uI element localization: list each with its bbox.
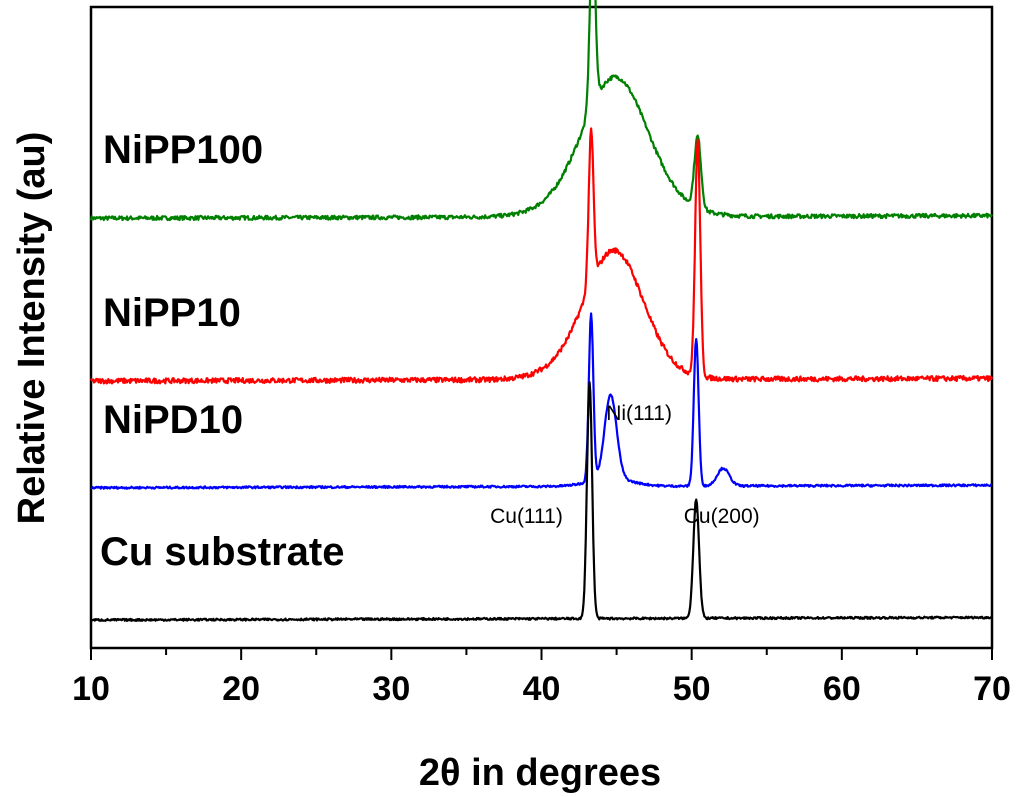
series-line-nipp10: [89, 127, 994, 385]
series-label: Cu substrate: [100, 530, 345, 574]
x-tick-label: 10: [72, 670, 110, 708]
x-axis-title: 2θ in degrees: [419, 752, 661, 794]
series-label: NiPP10: [103, 291, 241, 335]
x-tick-label: 60: [823, 670, 861, 708]
x-axis-ticks: 10 20 30 40 50 60 70: [72, 648, 1011, 708]
series-line-cu-substrate: [90, 381, 993, 622]
series-label: NiPD10: [103, 398, 243, 442]
peak-annotation: Cu(200): [684, 505, 760, 528]
peak-annotations: Ni(111) Cu(111) Cu(200): [490, 402, 760, 528]
peak-annotation: Cu(111): [490, 505, 563, 528]
series-line-nipd10: [90, 312, 993, 490]
x-tick-label: 20: [222, 670, 260, 708]
x-tick-label: 30: [372, 670, 410, 708]
x-tick-label: 50: [673, 670, 711, 708]
series-line-nipp100: [89, 0, 993, 222]
series-label: NiPP100: [103, 128, 263, 172]
series-labels: NiPP100 NiPP10 NiPD10 Cu substrate: [100, 128, 345, 574]
x-tick-label: 70: [973, 670, 1011, 708]
y-axis-title: Relative Intensity (au): [11, 132, 53, 525]
x-tick-label: 40: [523, 670, 561, 708]
peak-annotation: Ni(111): [606, 402, 672, 425]
series-curves: [89, 0, 994, 622]
